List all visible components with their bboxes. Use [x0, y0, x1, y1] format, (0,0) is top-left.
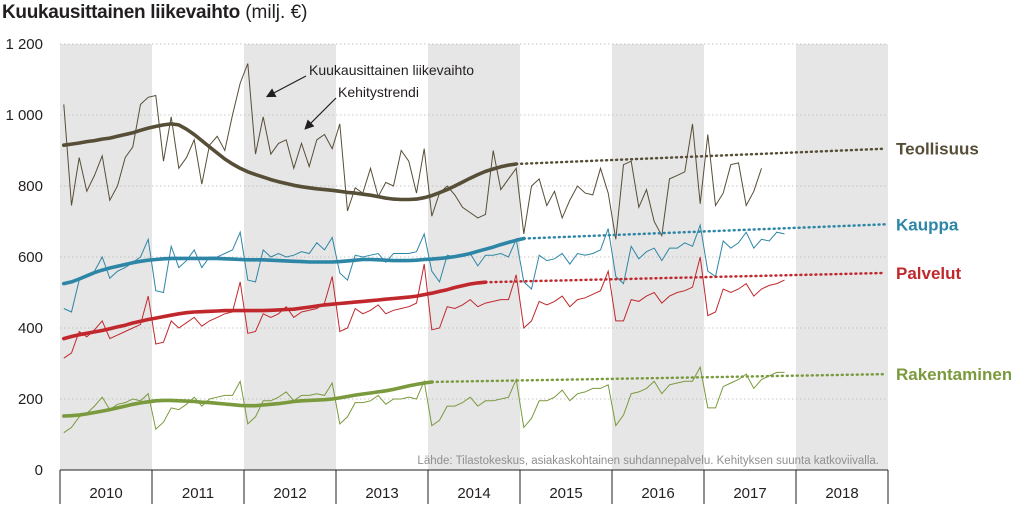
x-tick-label-2014: 2014	[457, 485, 490, 502]
annotations: Kuukausittainen liikevaihto Kehitystrend…	[265, 62, 474, 130]
y-tick-label: 800	[18, 178, 43, 195]
series-monthly-palvelut	[63, 256, 785, 359]
series-projection-kauppa	[522, 223, 887, 240]
source-note: Lähde: Tilastokeskus, asiakaskohtainen s…	[417, 455, 879, 467]
series-trend-rakentaminen	[61, 380, 434, 418]
series-trend-palvelut	[61, 280, 488, 341]
x-tick-label-2018: 2018	[825, 485, 858, 502]
x-tick-label-2015: 2015	[549, 485, 582, 502]
y-tick-label: 400	[18, 320, 43, 337]
series-label-rakentaminen: Rakentaminen	[896, 365, 1011, 384]
series-projection-rakentaminen	[430, 372, 887, 384]
annotation-trend: Kehitystrendi	[338, 84, 419, 100]
year-band-2016	[612, 44, 704, 470]
series-label-kauppa: Kauppa	[896, 215, 959, 234]
x-tick-label-2012: 2012	[273, 485, 306, 502]
x-tick-label-2011: 2011	[182, 485, 214, 502]
year-band-2010	[60, 44, 152, 470]
y-tick-label: 0	[35, 462, 43, 479]
x-tick-label-2010: 2010	[89, 485, 122, 502]
annotation-arrow-monthly	[265, 75, 307, 98]
year-band-2018	[796, 44, 888, 470]
y-tick-labels: 0 200 400 600 800 1 000 1 200	[5, 36, 43, 479]
series-lines	[61, 63, 887, 434]
y-tick-label: 200	[18, 391, 43, 408]
chart-title: Kuukausittainen liikevaihto (milj. €)	[2, 2, 307, 24]
y-tick-label: 600	[18, 249, 43, 266]
series-trend-kauppa	[61, 236, 526, 286]
series-label-palvelut: Palvelut	[896, 264, 962, 283]
x-tick-label-2013: 2013	[365, 485, 398, 502]
x-tick-labels: 2010 2011 2012 2013 2014 2015 2016 2017 2018	[89, 485, 858, 502]
y-tick-label: 1 200	[5, 36, 43, 53]
y-tick-label: 1 000	[5, 107, 43, 124]
series-projection-palvelut	[484, 271, 887, 284]
series-monthly-teollisuus	[63, 63, 762, 240]
annotation-arrow-trend	[304, 97, 337, 130]
series-projection-teollisuus	[514, 147, 887, 166]
x-tick-label-2017: 2017	[733, 485, 766, 502]
x-tick-label-2016: 2016	[641, 485, 674, 502]
series-label-teollisuus: Teollisuus	[896, 140, 979, 159]
series-trend-teollisuus	[61, 122, 519, 202]
axes	[59, 469, 889, 504]
series-monthly-kauppa	[63, 223, 785, 313]
chart-unit: (milj. €)	[245, 2, 308, 23]
chart-title-text: Kuukausittainen liikevaihto	[2, 2, 240, 23]
series-labels: Teollisuus Kauppa Palvelut Rakentaminen	[896, 140, 1011, 384]
annotation-monthly: Kuukausittainen liikevaihto	[309, 62, 474, 78]
